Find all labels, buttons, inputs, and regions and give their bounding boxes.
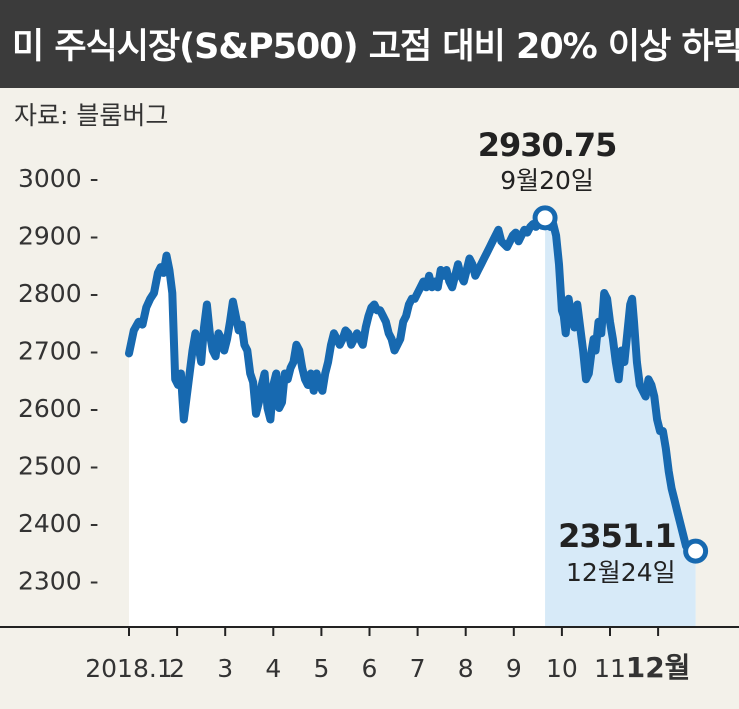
x-tick-label: 6 [362, 654, 378, 683]
y-tick-label: 2400 - [18, 509, 99, 538]
peak-date-label: 9월20일 [500, 166, 594, 195]
source-label: 자료: 블룸버그 [14, 101, 168, 130]
decline-highlight-area [545, 217, 696, 628]
y-tick-label: 2800 - [18, 279, 99, 308]
sp500-line [125, 213, 700, 556]
x-tick-label: 8 [458, 654, 474, 683]
y-tick-label: 3000 - [18, 164, 99, 193]
x-tick-label: 10 [546, 654, 578, 683]
x-tick-label: 2 [169, 654, 185, 683]
x-tick-label: 2018.1 [85, 654, 172, 683]
x-tick-label: 7 [410, 654, 426, 683]
x-tick-label: 9 [506, 654, 522, 683]
x-tick-label: 11 [594, 654, 626, 683]
title-bar: 미 주식시장(S&P500) 고점 대비 20% 이상 하락 [0, 0, 739, 88]
trough-marker [683, 538, 709, 564]
peak-marker [532, 205, 558, 231]
trough-value-label: 2351.1 [558, 517, 675, 555]
x-tick-label: 5 [313, 654, 329, 683]
trough-date-label: 12월24일 [566, 558, 676, 587]
y-tick-label: 2500 - [18, 452, 99, 481]
x-tick-label: 12월 [626, 651, 691, 684]
y-tick-label: 2600 - [18, 394, 99, 423]
y-tick-label: 2300 - [18, 567, 99, 596]
peak-value-label: 2930.75 [478, 126, 617, 164]
y-tick-label: 2900 - [18, 222, 99, 251]
chart-title: 미 주식시장(S&P500) 고점 대비 20% 이상 하락 [12, 27, 739, 67]
y-tick-label: 2700 - [18, 337, 99, 366]
x-tick-label: 3 [217, 654, 233, 683]
x-tick-label: 4 [265, 654, 281, 683]
